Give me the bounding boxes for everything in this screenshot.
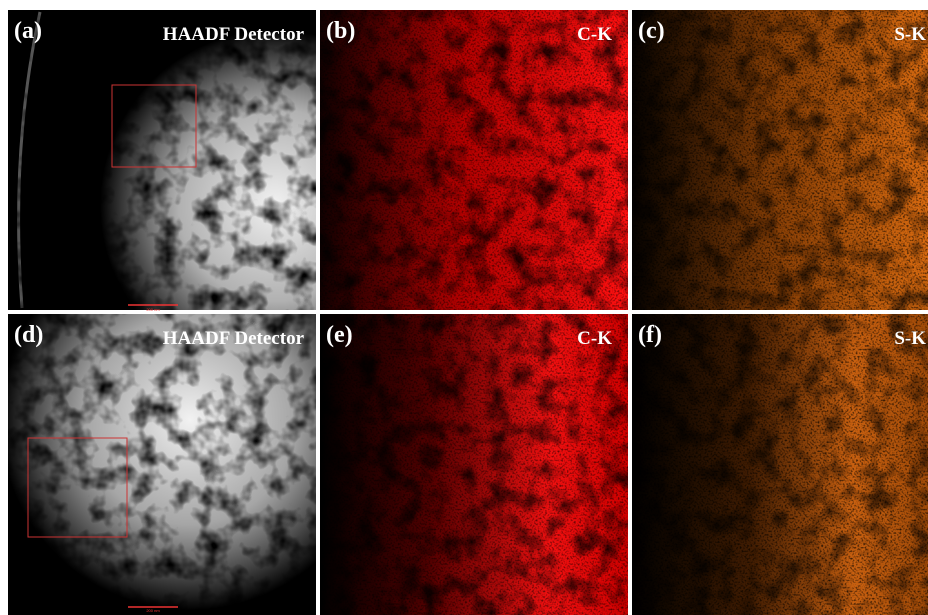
panel-label: (d) [14,322,43,348]
scale-bar-label: 200 nm [146,307,160,312]
panel-b: (b) C-K [320,10,628,310]
panel-label: (b) [326,18,355,44]
panel-e: (e) C-K [320,314,628,615]
panel-title: HAADF Detector [163,328,305,349]
panel-label: (f) [638,322,662,348]
panel-title: S-K [894,24,926,45]
scale-bar-label: 200 nm [146,608,160,613]
figure: 200 nm (a) HAADF Detector (b) C-K (c) S-… [0,0,928,615]
panel-title: C-K [577,328,612,349]
panel-c: (c) S-K [632,10,928,310]
panel-label: (a) [14,18,42,44]
panel-d: 200 nm (d) HAADF Detector [8,314,316,615]
panel-f: (f) S-K [632,314,928,615]
panel-title: C-K [577,24,612,45]
panel-label: (e) [326,322,353,348]
panel-title: S-K [894,328,926,349]
panel-label: (c) [638,18,665,44]
panel-a: 200 nm (a) HAADF Detector [8,10,316,312]
panel-title: HAADF Detector [163,24,305,45]
